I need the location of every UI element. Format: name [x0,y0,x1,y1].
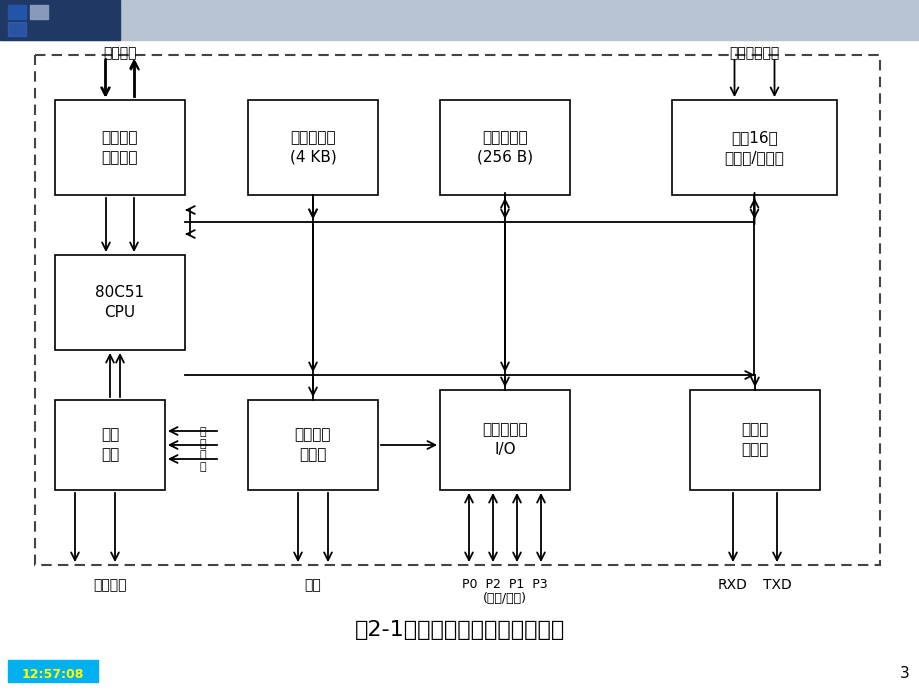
Text: 3: 3 [899,667,909,682]
Text: TXD: TXD [762,578,790,592]
Text: 可编程
串行口: 可编程 串行口 [741,422,768,457]
Bar [439,100,570,195]
Bar [8,660,98,682]
Bar [0,655,919,690]
Text: 12:57:08: 12:57:08 [22,667,85,680]
Bar [55,100,185,195]
Text: 外部事件计数: 外部事件计数 [729,46,778,60]
Text: 外部中断: 外部中断 [93,578,127,592]
Text: 数据存储器
(256 B): 数据存储器 (256 B) [476,130,532,165]
Bar [30,5,48,19]
Text: (数据/地址): (数据/地址) [482,592,527,605]
Text: RXD: RXD [718,578,747,592]
Bar [439,390,570,490]
Text: 总线扩展
控制器: 总线扩展 控制器 [294,428,331,462]
Bar [8,5,26,19]
Bar [55,255,185,350]
Text: 并行可编程
I/O: 并行可编程 I/O [482,422,528,457]
Bar [689,390,819,490]
Text: 控制: 控制 [304,578,321,592]
Bar [55,400,165,490]
Text: 程序存储器
(4 KB): 程序存储器 (4 KB) [289,130,336,165]
Text: 图2-1典型单片机的基本组成结构: 图2-1典型单片机的基本组成结构 [355,620,564,640]
Text: 80C51
CPU: 80C51 CPU [96,285,144,320]
Text: 外时钟源: 外时钟源 [103,46,137,60]
Text: 中断
控制: 中断 控制 [101,428,119,462]
Bar [248,400,378,490]
Text: 两个16位
定时器/计数器: 两个16位 定时器/计数器 [724,130,784,165]
Bar [0,40,919,655]
Bar [0,0,119,40]
Bar [35,55,879,565]
Text: 振荡器和
时序电路: 振荡器和 时序电路 [102,130,138,165]
Bar [248,100,378,195]
Bar [671,100,836,195]
Bar [8,22,26,36]
Text: P0  P2  P1  P3: P0 P2 P1 P3 [461,578,547,591]
Text: 内
部
中
断: 内 部 中 断 [199,427,206,472]
Bar [0,0,919,40]
